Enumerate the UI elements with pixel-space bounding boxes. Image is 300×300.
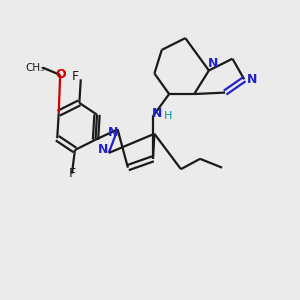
Text: N: N <box>98 143 108 157</box>
Text: N: N <box>208 57 218 70</box>
Text: N: N <box>247 73 258 86</box>
Text: CH₃: CH₃ <box>26 63 45 73</box>
Text: F: F <box>71 70 79 83</box>
Text: N: N <box>152 107 163 120</box>
Text: H: H <box>164 110 172 121</box>
Text: F: F <box>68 167 76 180</box>
Text: O: O <box>55 68 65 81</box>
Text: N: N <box>108 126 119 139</box>
